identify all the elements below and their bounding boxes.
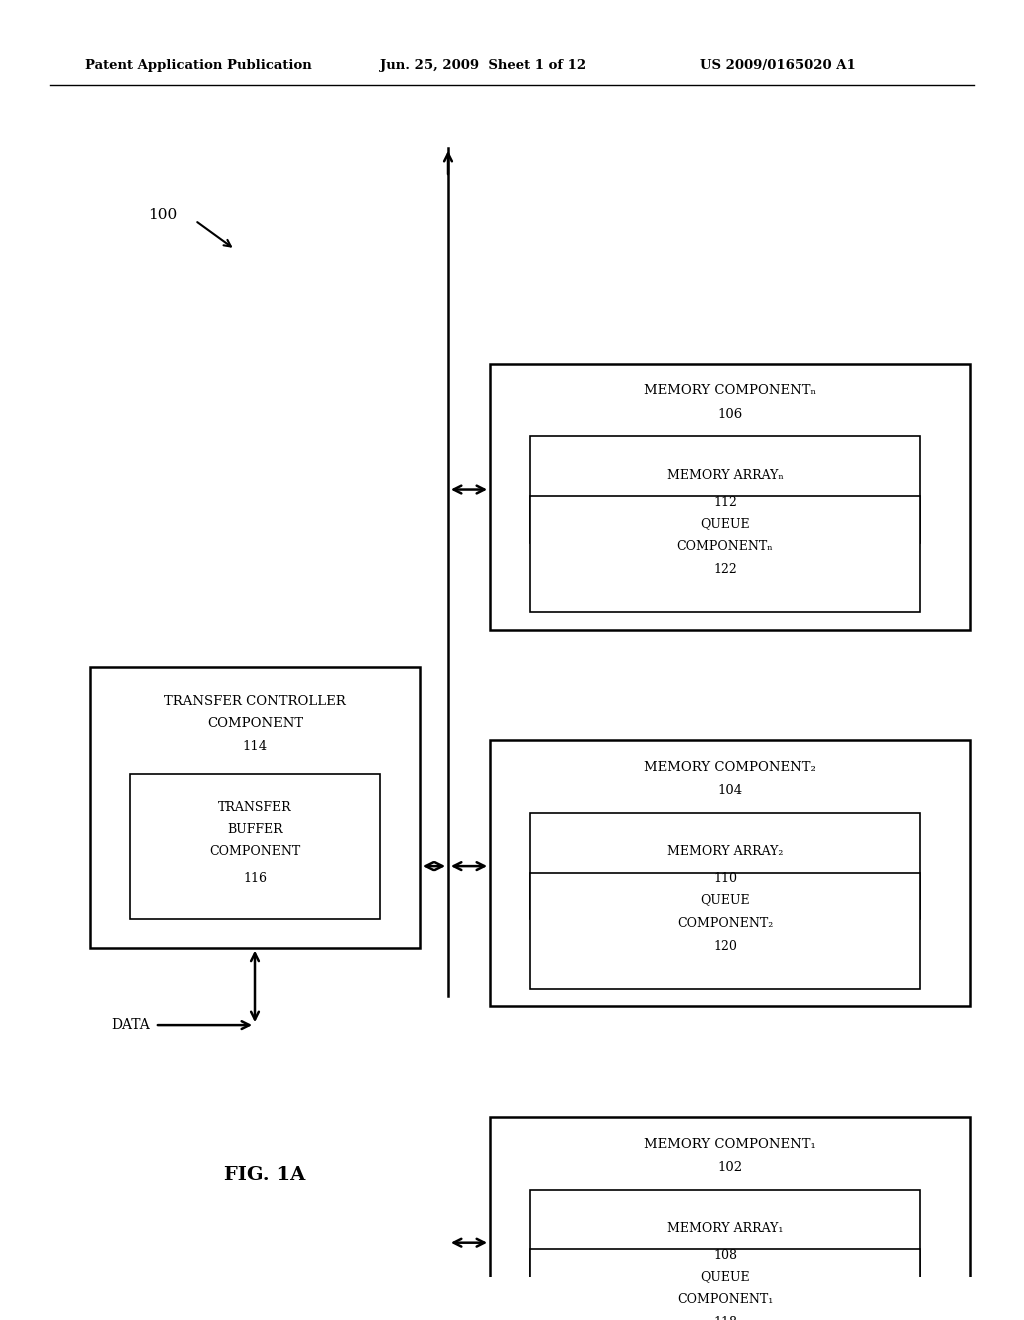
Text: MEMORY ARRAYₙ: MEMORY ARRAYₙ bbox=[667, 469, 783, 482]
Text: Jun. 25, 2009  Sheet 1 of 12: Jun. 25, 2009 Sheet 1 of 12 bbox=[380, 59, 586, 73]
Text: COMPONENT₂: COMPONENT₂ bbox=[677, 916, 773, 929]
Text: MEMORY COMPONENTₙ: MEMORY COMPONENTₙ bbox=[644, 384, 816, 397]
Text: 108: 108 bbox=[713, 1249, 737, 1262]
Text: DATA: DATA bbox=[112, 1018, 150, 1032]
Text: COMPONENTₙ: COMPONENTₙ bbox=[677, 540, 773, 553]
Text: COMPONENT: COMPONENT bbox=[209, 846, 301, 858]
Bar bbox=[530, 1189, 920, 1296]
Text: QUEUE: QUEUE bbox=[700, 1270, 750, 1283]
Text: 110: 110 bbox=[713, 873, 737, 886]
Text: 118: 118 bbox=[713, 1316, 737, 1320]
Text: TRANSFER CONTROLLER: TRANSFER CONTROLLER bbox=[164, 694, 346, 708]
Text: QUEUE: QUEUE bbox=[700, 894, 750, 907]
Bar bbox=[530, 1250, 920, 1320]
Bar bbox=[530, 873, 920, 989]
Text: MEMORY ARRAY₁: MEMORY ARRAY₁ bbox=[667, 1222, 783, 1234]
Text: 112: 112 bbox=[713, 495, 737, 508]
Bar bbox=[130, 774, 380, 919]
Text: COMPONENT₁: COMPONENT₁ bbox=[677, 1294, 773, 1307]
Text: BUFFER: BUFFER bbox=[227, 824, 283, 837]
Text: FIG. 1A: FIG. 1A bbox=[224, 1166, 305, 1184]
Text: 116: 116 bbox=[243, 871, 267, 884]
Text: MEMORY COMPONENT₁: MEMORY COMPONENT₁ bbox=[644, 1138, 816, 1151]
Text: 104: 104 bbox=[718, 784, 742, 797]
Bar bbox=[490, 364, 970, 630]
Bar bbox=[90, 668, 420, 948]
Text: MEMORY ARRAY₂: MEMORY ARRAY₂ bbox=[667, 845, 783, 858]
Text: QUEUE: QUEUE bbox=[700, 517, 750, 529]
Bar bbox=[530, 813, 920, 919]
Text: 122: 122 bbox=[713, 564, 737, 577]
Text: 120: 120 bbox=[713, 940, 737, 953]
Bar bbox=[490, 1117, 970, 1320]
Bar bbox=[490, 741, 970, 1006]
Bar bbox=[530, 437, 920, 543]
Text: TRANSFER: TRANSFER bbox=[218, 801, 292, 814]
Text: COMPONENT: COMPONENT bbox=[207, 717, 303, 730]
Text: 114: 114 bbox=[243, 741, 267, 754]
Text: Patent Application Publication: Patent Application Publication bbox=[85, 59, 311, 73]
Text: US 2009/0165020 A1: US 2009/0165020 A1 bbox=[700, 59, 856, 73]
Text: MEMORY COMPONENT₂: MEMORY COMPONENT₂ bbox=[644, 760, 816, 774]
Text: 100: 100 bbox=[148, 207, 177, 222]
Text: 102: 102 bbox=[718, 1160, 742, 1173]
Text: 106: 106 bbox=[718, 408, 742, 421]
Bar bbox=[530, 496, 920, 612]
